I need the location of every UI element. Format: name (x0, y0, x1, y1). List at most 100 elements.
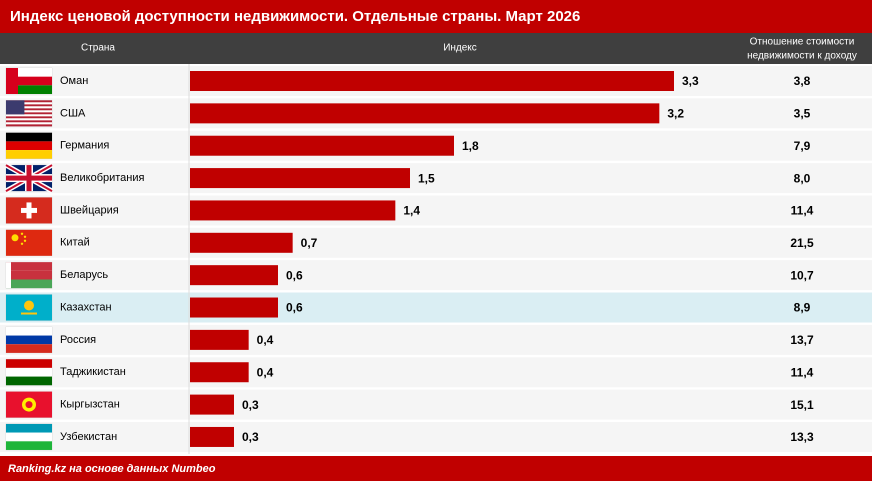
ratio-label: 11,4 (791, 204, 814, 218)
flag (6, 141, 52, 151)
bar (190, 265, 278, 286)
flag (6, 112, 52, 115)
header-ratio: недвижимости к доходу (747, 51, 857, 62)
flag (6, 441, 52, 450)
flag (21, 312, 37, 315)
bar (190, 297, 278, 318)
flag (6, 68, 18, 94)
bar (190, 394, 234, 415)
flag (6, 359, 52, 368)
country-label: Таджикистан (60, 366, 126, 378)
flag (6, 110, 52, 113)
flag (26, 202, 32, 219)
header-country: Страна (81, 43, 115, 54)
flag (24, 300, 34, 311)
value-label: 0,6 (286, 301, 303, 315)
country-label: США (60, 107, 86, 119)
country-label: Великобритания (60, 172, 145, 184)
flag (6, 270, 52, 280)
bar (190, 200, 396, 221)
country-label: Беларусь (60, 269, 108, 281)
row-background (0, 163, 872, 194)
ratio-label: 3,8 (794, 74, 811, 88)
country-label: Казахстан (60, 301, 112, 313)
row-background (0, 324, 872, 355)
flag (6, 104, 52, 107)
ratio-label: 21,5 (790, 236, 814, 250)
flag (6, 279, 52, 289)
ratio-label: 13,3 (790, 430, 814, 444)
country-label: Россия (60, 334, 96, 346)
source: Ranking.kz на основе данных Numbeo (8, 463, 216, 475)
row-background (0, 357, 872, 388)
flag (6, 108, 52, 111)
bar (190, 426, 234, 447)
bar (190, 362, 249, 383)
flag (6, 124, 52, 127)
value-label: 3,2 (667, 107, 684, 121)
flag (6, 132, 52, 142)
ratio-label: 8,0 (794, 171, 811, 185)
country-label: Китай (60, 237, 90, 249)
flag (6, 116, 52, 119)
footer-bar (0, 456, 872, 481)
flag (26, 165, 32, 192)
flag (6, 122, 52, 125)
country-label: Оман (60, 75, 88, 87)
value-label: 0,3 (242, 430, 259, 444)
flag (6, 344, 52, 353)
country-label: Швейцария (60, 204, 119, 216)
value-label: 1,4 (403, 204, 420, 218)
row-background (0, 421, 872, 452)
flag (11, 234, 19, 242)
value-label: 0,3 (242, 398, 259, 412)
flag (6, 423, 52, 433)
bar (190, 329, 249, 350)
flag (6, 432, 52, 442)
flag (6, 76, 52, 86)
flag (20, 242, 24, 245)
country-label: Кыргызстан (60, 399, 120, 411)
row-background (0, 389, 872, 420)
ratio-label: 15,1 (790, 398, 814, 412)
flag (6, 68, 52, 77)
flag (6, 118, 52, 121)
flag (6, 262, 52, 271)
flag (6, 367, 52, 377)
flag (6, 100, 52, 103)
flag (6, 100, 25, 115)
flag (6, 102, 52, 105)
bar (190, 168, 410, 189)
ratio-label: 7,9 (794, 139, 811, 153)
bar (190, 103, 660, 124)
bar (190, 71, 674, 91)
value-label: 1,8 (462, 139, 479, 153)
bar (190, 135, 454, 156)
flag (6, 150, 52, 159)
value-label: 1,5 (418, 171, 435, 185)
flag (23, 239, 27, 242)
flag (6, 106, 52, 109)
flag (6, 376, 52, 386)
rows: Оман 3,3 3,8 США 3,2 3,5 Германия 1,8 7,9 Великоб… (0, 64, 872, 454)
row-background (0, 195, 872, 226)
flag (23, 235, 27, 238)
ratio-label: 10,7 (790, 268, 814, 282)
value-label: 0,4 (257, 333, 274, 347)
row-background (0, 292, 872, 323)
chart-title: Индекс ценовой доступности недвижимости.… (10, 8, 580, 25)
row-background (0, 227, 872, 258)
header-ratio: Отношение стоимости (750, 37, 855, 48)
value-label: 3,3 (682, 74, 699, 88)
ratio-label: 11,4 (791, 365, 814, 379)
flag (20, 232, 24, 235)
header-bar (0, 33, 872, 64)
country-label: Германия (60, 140, 109, 152)
value-label: 0,4 (257, 365, 274, 379)
flag (6, 120, 52, 123)
ratio-label: 3,5 (794, 107, 811, 121)
flag (25, 401, 33, 409)
flag (6, 262, 11, 289)
country-label: Узбекистан (60, 431, 117, 443)
